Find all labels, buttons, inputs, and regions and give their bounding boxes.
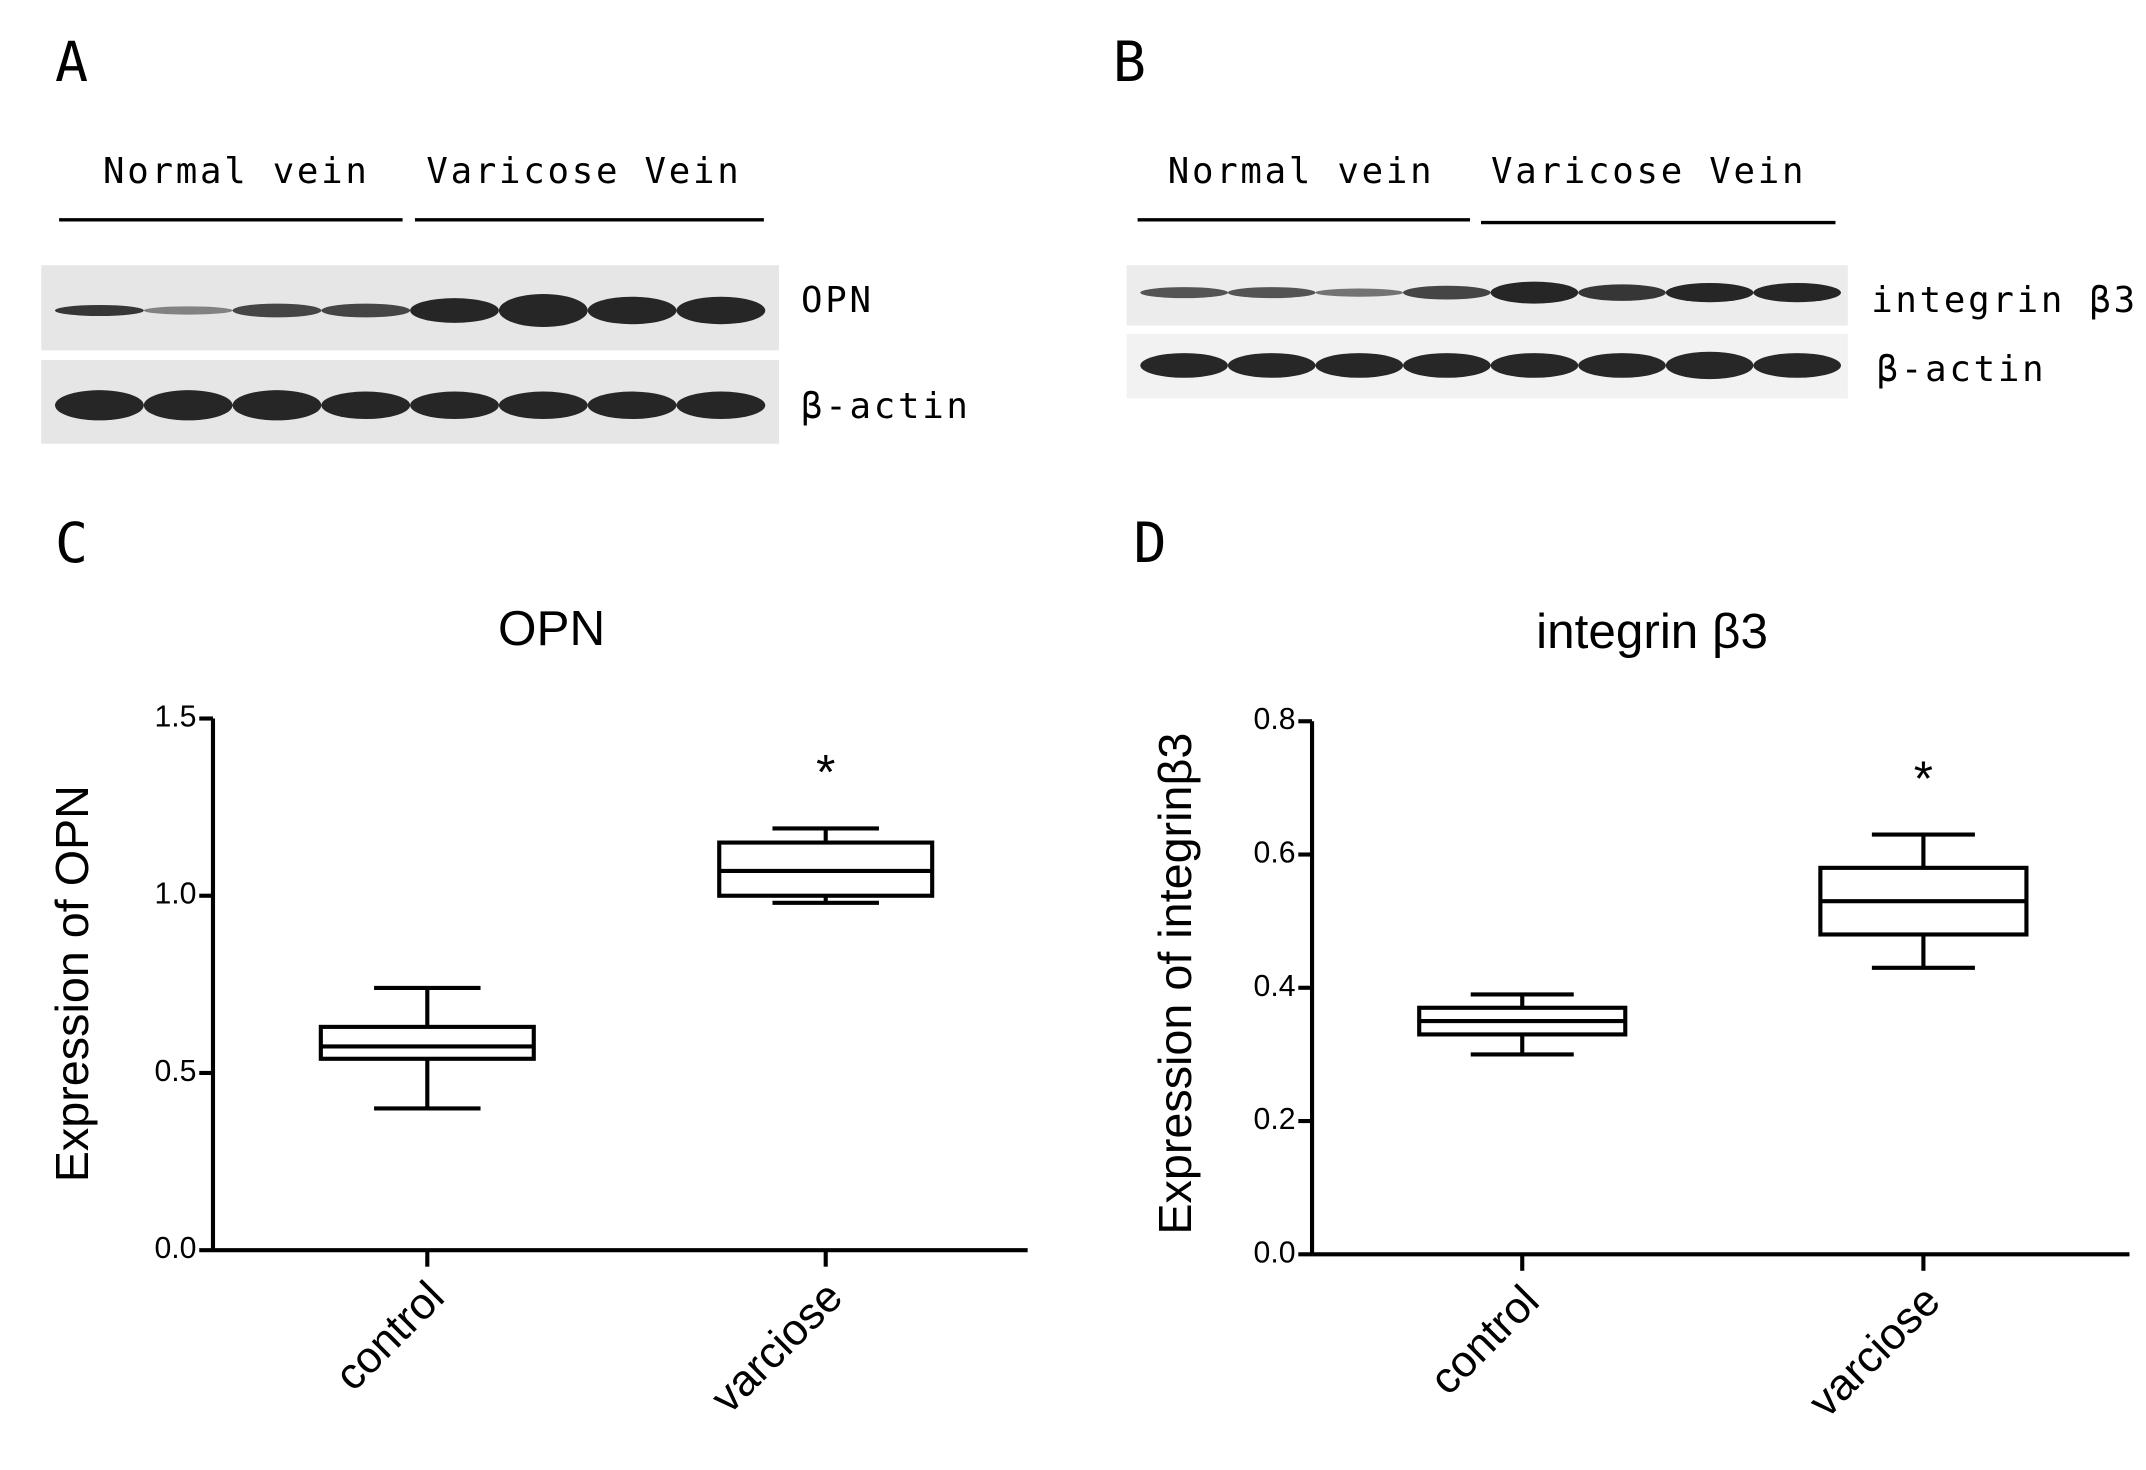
band [1140,287,1228,299]
y-tick-label: 1.5 [154,700,196,733]
y-tick-label: 0.6 [1254,837,1296,870]
band [1578,353,1666,378]
band [1140,353,1228,378]
band [676,296,766,325]
band [1665,351,1754,380]
band [498,294,588,327]
band [1315,353,1404,378]
band [54,304,144,316]
band [1753,353,1841,378]
group-label: Normal vein [1168,151,1435,192]
chart-title: integrin β3 [1536,604,1768,659]
row-label: integrin β3 [1871,280,2138,321]
band [1490,281,1579,304]
row-label: β-actin [1877,349,2047,390]
box [318,1024,536,1061]
group-label: Varicose Vein [426,151,741,192]
y-tick-label: 0.4 [1254,970,1296,1003]
panel-letter: C [55,511,88,575]
band [1403,285,1491,300]
panel-letter: B [1113,30,1146,94]
band [587,391,677,420]
band [232,303,322,318]
chart-title: OPN [498,601,605,656]
band [321,303,411,318]
y-tick-label: 1.0 [154,878,196,911]
x-tick-label: varciose [702,1272,852,1422]
band [143,390,233,421]
y-tick-label: 0.5 [154,1055,196,1088]
y-axis-label: Expression of OPN [46,785,98,1182]
annotation: * [1914,751,1933,806]
band [143,306,233,315]
y-tick-label: 0.0 [154,1232,196,1265]
panel-letter: D [1133,511,1166,575]
row-label: β-actin [801,386,971,427]
band [1315,288,1404,297]
annotation: * [816,745,835,800]
charts: C OPN Expression of OPN 0.0 0.5 1.0 1.5 control… [46,511,2130,1427]
x-tick-label: varciose [1799,1276,1949,1426]
band [1753,283,1841,303]
x-tick-label: control [326,1272,454,1400]
band [1578,284,1666,301]
band [1227,353,1316,378]
band [1403,353,1491,378]
band [410,298,499,323]
group-label: Varicose Vein [1491,151,1806,192]
y-axis-label: Expression of integrinβ3 [1149,733,1201,1235]
band [410,391,499,420]
band [1665,283,1754,303]
band [321,391,411,420]
band [54,390,144,421]
group-label: Normal vein [103,151,370,192]
bands [54,294,766,421]
y-tick-label: 0.0 [1254,1236,1296,1269]
band [676,391,766,420]
band [1227,287,1316,299]
band [587,296,677,325]
x-tick-label: control [1421,1276,1549,1404]
band [232,390,322,421]
band [1490,353,1579,378]
row-label: OPN [801,280,874,321]
y-tick-label: 0.2 [1254,1103,1296,1136]
panel-letter: A [55,30,88,94]
bands [1140,281,1841,380]
band [498,391,588,420]
y-tick-label: 0.8 [1254,703,1296,736]
